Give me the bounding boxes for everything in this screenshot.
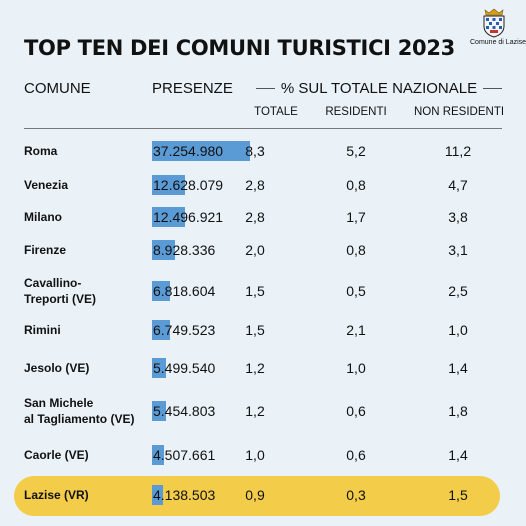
- city-name: Firenze: [24, 242, 66, 258]
- city-name-line: Caorle (VE): [24, 448, 89, 462]
- city-name: Roma: [24, 143, 57, 159]
- residenti-value: 1,7: [346, 209, 366, 225]
- non-residenti-value: 11,2: [444, 143, 472, 159]
- city-name: Milano: [24, 209, 62, 225]
- presenze-value: 8.928.336: [153, 242, 216, 258]
- residenti-value: 1,0: [346, 360, 366, 376]
- city-name-line: Jesolo (VE): [24, 361, 90, 375]
- totale-value: 1,5: [245, 322, 265, 338]
- non-residenti-value: 4,7: [448, 177, 468, 193]
- presenze-bar: [152, 281, 170, 301]
- residenti-value: 0,8: [346, 242, 366, 258]
- residenti-value: 0,3: [346, 487, 366, 503]
- city-name-line: Firenze: [24, 243, 67, 257]
- totale-value: 2,8: [245, 209, 265, 225]
- presenze-value: 4.138.503: [153, 487, 216, 503]
- presenze-value: 5.499.540: [153, 360, 216, 376]
- presenze-value: 37.254.980: [153, 143, 224, 159]
- totale-value: 2,0: [245, 242, 265, 258]
- presenze-value: 4.507.661: [153, 447, 216, 463]
- non-residenti-value: 1,5: [448, 487, 468, 503]
- city-name: Lazise (VR): [24, 487, 89, 503]
- presenze-value: 12.496.921: [153, 209, 224, 225]
- non-residenti-value: 3,1: [448, 242, 468, 258]
- presenze-bar: [152, 207, 185, 227]
- city-name-line: Roma: [24, 144, 58, 158]
- logo: Comune di Lazise: [470, 8, 526, 46]
- column-header-totale: TOTALE: [254, 106, 298, 118]
- city-name-line: Lazise (VR): [24, 488, 89, 502]
- non-residenti-value: 1,4: [448, 360, 468, 376]
- header-divider: [24, 128, 502, 129]
- presenze-value: 5.454.803: [153, 403, 216, 419]
- presenze-bar: [152, 485, 163, 505]
- totale-value: 1,0: [245, 447, 265, 463]
- residenti-value: 0,6: [346, 403, 366, 419]
- totale-value: 0,9: [245, 487, 265, 503]
- column-header-presenze: PRESENZE: [152, 80, 233, 97]
- city-name-line: Rimini: [24, 323, 61, 337]
- city-name: Jesolo (VE): [24, 360, 89, 376]
- column-group-header: % SUL TOTALE NAZIONALE: [256, 79, 503, 97]
- group-header-line-left: [256, 87, 275, 89]
- presenze-bar: [152, 358, 167, 378]
- non-residenti-value: 1,0: [448, 322, 468, 338]
- city-name-line: San Michele: [24, 396, 94, 410]
- column-header-comune: COMUNE: [24, 80, 91, 97]
- group-header-line-right: [483, 87, 503, 89]
- highlight-row-background: [14, 476, 500, 516]
- presenze-bar: [152, 401, 167, 421]
- coat-of-arms-icon: [483, 8, 505, 38]
- city-name-line: Treporti (VE): [24, 292, 97, 306]
- city-name: San Michele al Tagliamento (VE): [24, 395, 134, 427]
- logo-text: Comune di Lazise: [470, 39, 526, 46]
- city-name-line: Milano: [24, 210, 62, 224]
- column-header-non-residenti: NON RESIDENTI: [413, 106, 505, 118]
- totale-value: 8,3: [245, 143, 265, 159]
- residenti-value: 5,2: [346, 143, 366, 159]
- totale-value: 1,2: [245, 360, 265, 376]
- column-header-residenti: RESIDENTI: [325, 106, 387, 118]
- presenze-value: 6.749.523: [153, 322, 216, 338]
- page-title: TOP TEN DEI COMUNI TURISTICI 2023: [24, 36, 455, 60]
- presenze-bar: [152, 141, 250, 161]
- presenze-value: 12.628.079: [153, 177, 224, 193]
- non-residenti-value: 1,8: [448, 403, 468, 419]
- presenze-bar: [152, 175, 186, 195]
- totale-value: 1,2: [245, 403, 265, 419]
- city-name: Rimini: [24, 322, 61, 338]
- presenze-bar: [152, 445, 164, 465]
- city-name: Caorle (VE): [24, 447, 89, 463]
- city-name-line: Cavallino-: [24, 276, 82, 290]
- city-name: Venezia: [24, 177, 68, 193]
- non-residenti-value: 1,4: [448, 447, 468, 463]
- residenti-value: 0,5: [346, 283, 366, 299]
- residenti-value: 0,6: [346, 447, 366, 463]
- presenze-value: 6.818.604: [153, 283, 216, 299]
- residenti-value: 0,8: [346, 177, 366, 193]
- non-residenti-value: 2,5: [448, 283, 468, 299]
- city-name-line: al Tagliamento (VE): [24, 412, 135, 426]
- totale-value: 2,8: [245, 177, 265, 193]
- presenze-bar: [152, 320, 170, 340]
- presenze-bar: [152, 240, 176, 260]
- residenti-value: 2,1: [346, 322, 366, 338]
- non-residenti-value: 3,8: [448, 209, 468, 225]
- city-name-line: Venezia: [24, 178, 69, 192]
- totale-value: 1,5: [245, 283, 265, 299]
- group-header-label: % SUL TOTALE NAZIONALE: [280, 79, 478, 97]
- city-name: Cavallino- Treporti (VE): [24, 275, 96, 307]
